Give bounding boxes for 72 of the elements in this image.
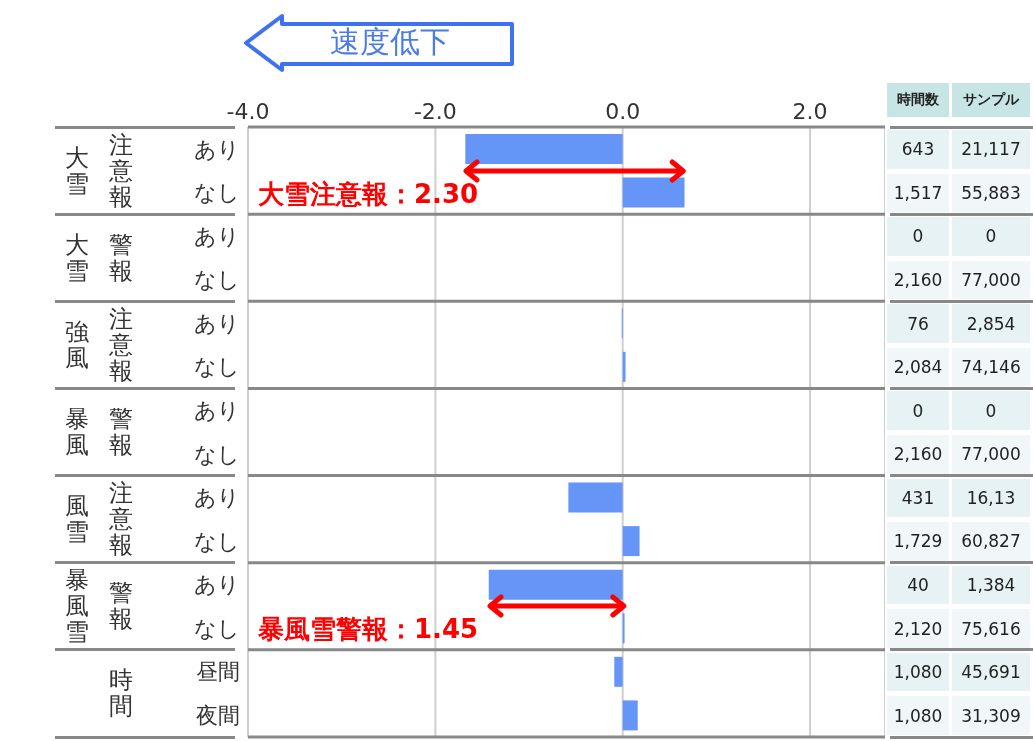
text: 速度低下 — [329, 22, 451, 61]
text: 77,000 — [952, 260, 1030, 300]
y-tick-label: あり — [194, 485, 240, 511]
text: 暴風 — [65, 404, 89, 459]
x-tick-label: 2.0 — [792, 99, 828, 124]
text: 431 — [887, 478, 949, 518]
text: 1,517 — [887, 173, 949, 213]
text: 警報 — [109, 230, 133, 285]
text: 60,827 — [952, 522, 1030, 561]
bar — [465, 133, 623, 164]
y-tick-label: 夜間 — [196, 703, 240, 729]
bar — [488, 569, 623, 600]
text: 16,13 — [952, 478, 1030, 518]
text: 2,160 — [887, 435, 949, 474]
text: 45,691 — [952, 652, 1030, 692]
text: 21,117 — [952, 130, 1030, 169]
text: 時間 — [109, 666, 133, 721]
text: 2,084 — [887, 347, 949, 387]
text: 大雪 — [65, 230, 89, 285]
y-tick-label: なし — [194, 267, 240, 293]
y-tick-label: あり — [194, 136, 240, 162]
y-tick-label: あり — [194, 310, 240, 336]
text: 0 — [887, 391, 949, 430]
bar — [614, 656, 623, 687]
text: 注意報 — [109, 130, 133, 211]
x-tick-label: 0.0 — [605, 99, 641, 124]
bar — [622, 351, 626, 382]
text: 75,616 — [952, 609, 1030, 648]
text: 大雪 — [65, 143, 89, 198]
bar — [622, 177, 685, 208]
bar — [622, 700, 638, 731]
text: サンプル — [952, 83, 1030, 117]
y-tick-label: なし — [194, 180, 240, 206]
x-tick-label: -4.0 — [226, 99, 270, 124]
text: 強風 — [65, 317, 89, 372]
text: 40 — [887, 565, 949, 605]
y-tick-label: なし — [194, 615, 240, 641]
bar — [568, 482, 623, 513]
text: 2,854 — [952, 304, 1030, 343]
text: 55,883 — [952, 173, 1030, 213]
y-tick-label: なし — [194, 528, 240, 554]
text: 0 — [952, 217, 1030, 256]
text: 76 — [887, 304, 949, 343]
annotation: 暴風雪警報：1.45 — [258, 613, 479, 647]
x-tick-label: -2.0 — [413, 99, 457, 124]
y-tick-label: あり — [194, 223, 240, 249]
text: 2,160 — [887, 260, 949, 300]
text: 注意報 — [109, 304, 133, 385]
text: 警報 — [109, 404, 133, 459]
y-tick-label: なし — [194, 354, 240, 380]
text: 643 — [887, 130, 949, 169]
text: 暴風雪 — [65, 566, 89, 647]
text: 77,000 — [952, 435, 1030, 474]
bar — [622, 526, 640, 557]
text: 31,309 — [952, 696, 1030, 735]
annotation: 大雪注意報：2.30 — [258, 177, 479, 211]
text: 時間数 — [887, 83, 949, 117]
text: 1,384 — [952, 565, 1030, 605]
text: 1,729 — [887, 522, 949, 561]
text: 0 — [887, 217, 949, 256]
y-tick-label: あり — [194, 398, 240, 424]
y-tick-label: 昼間 — [196, 659, 240, 685]
text: 1,080 — [887, 652, 949, 692]
y-tick-label: なし — [194, 441, 240, 467]
text: 1,080 — [887, 696, 949, 735]
text: 74,146 — [952, 347, 1030, 387]
text: 2,120 — [887, 609, 949, 648]
text: 風雪 — [65, 492, 89, 547]
text: 注意報 — [109, 479, 133, 560]
y-tick-label: あり — [194, 572, 240, 598]
text: 警報 — [109, 579, 133, 634]
text: 0 — [952, 391, 1030, 430]
